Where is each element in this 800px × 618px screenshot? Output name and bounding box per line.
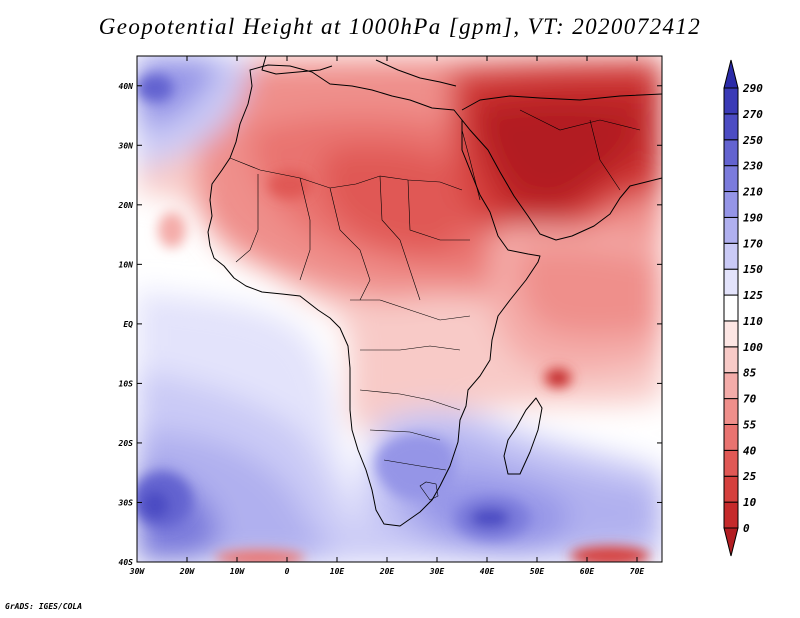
- colorbar-label: 40: [743, 444, 757, 457]
- height-field: [137, 56, 662, 562]
- lat-tick-label: 20S: [118, 439, 134, 448]
- lat-tick-label: 40N: [119, 82, 134, 91]
- colorbar-box: [723, 398, 739, 425]
- colorbar-box: [723, 501, 739, 529]
- latitude-axis: 40N 30N 20N 10N EQ 10S 20S 30S 40S: [118, 82, 662, 567]
- colorbar-label: 100: [743, 341, 763, 354]
- lat-tick-label: 40S: [119, 558, 134, 567]
- colorbar-label: 150: [743, 263, 763, 276]
- colorbar-label: 55: [743, 418, 757, 431]
- colorbar-box: [723, 475, 739, 503]
- lon-tick-label: 10E: [330, 567, 345, 576]
- colorbar-label: 70: [743, 393, 757, 406]
- lat-tick-label: 20N: [118, 201, 134, 210]
- colorbar-box: [723, 346, 739, 374]
- colorbar-label: 25: [742, 470, 757, 483]
- lat-tick-label: 10N: [119, 260, 134, 269]
- map-frame: [136, 55, 663, 563]
- lon-tick-label: 30W: [129, 567, 146, 576]
- lon-tick-label: 20E: [379, 567, 395, 576]
- lon-tick-label: 50E: [530, 567, 545, 576]
- longitude-axis: 30W 20W 10W 0 10E 20E 30E 40E 50E 60E 70E: [129, 56, 645, 576]
- lat-tick-label: EQ: [123, 320, 133, 329]
- colorbar-label: 10: [743, 496, 757, 509]
- colorbar-box: [723, 423, 739, 451]
- colorbar-box: [723, 242, 739, 270]
- colorbar-box: [723, 165, 739, 193]
- colorbar-over-arrow: [723, 59, 739, 89]
- colorbar-label: 230: [742, 160, 763, 173]
- colorbar-box: [723, 268, 739, 296]
- lon-tick-label: 10W: [230, 567, 246, 576]
- colorbar-box: [723, 113, 739, 141]
- colorbar-box: [723, 87, 739, 115]
- lon-tick-label: 70E: [630, 567, 645, 576]
- colorbar-label: 110: [743, 315, 763, 328]
- lon-tick-label: 30E: [429, 567, 445, 576]
- lon-tick-label: 0: [285, 567, 290, 576]
- colorbar-label: 210: [742, 186, 763, 199]
- lat-tick-label: 30S: [118, 498, 134, 507]
- colorbar-box: [723, 449, 739, 477]
- map-title: Geopotential Height at 1000hPa [gpm], VT…: [98, 14, 702, 39]
- colorbar-label: 250: [742, 134, 763, 147]
- colorbar-box: [723, 294, 739, 322]
- coastlines: [207, 56, 662, 527]
- lon-tick-label: 60E: [580, 567, 595, 576]
- lat-tick-label: 30N: [118, 141, 134, 150]
- colorbar-label: 270: [742, 108, 763, 121]
- colorbar-label: 85: [743, 367, 757, 380]
- colorbar-box: [723, 191, 739, 218]
- colorbar-under-arrow: [723, 527, 739, 557]
- colorbar-box: [723, 320, 739, 348]
- grads-credit: GrADS: IGES/COLA: [5, 602, 83, 611]
- lat-tick-label: 10S: [119, 379, 134, 388]
- colorbar-label: 170: [743, 237, 763, 250]
- colorbar-box: [723, 372, 739, 400]
- colorbar-box: [723, 216, 739, 244]
- colorbar-label: 125: [743, 289, 763, 302]
- colorbar-label: 0: [743, 522, 750, 535]
- lon-tick-label: 20W: [179, 567, 196, 576]
- lon-tick-label: 40E: [480, 567, 495, 576]
- colorbar-label: 190: [743, 211, 763, 224]
- colorbar-label: 290: [742, 82, 763, 95]
- country-borders: [229, 109, 641, 501]
- colorbar: 0 10 25 40 55 70 85 100 110 125 150 170 190 210 230 250…: [723, 59, 763, 557]
- colorbar-box: [723, 139, 739, 167]
